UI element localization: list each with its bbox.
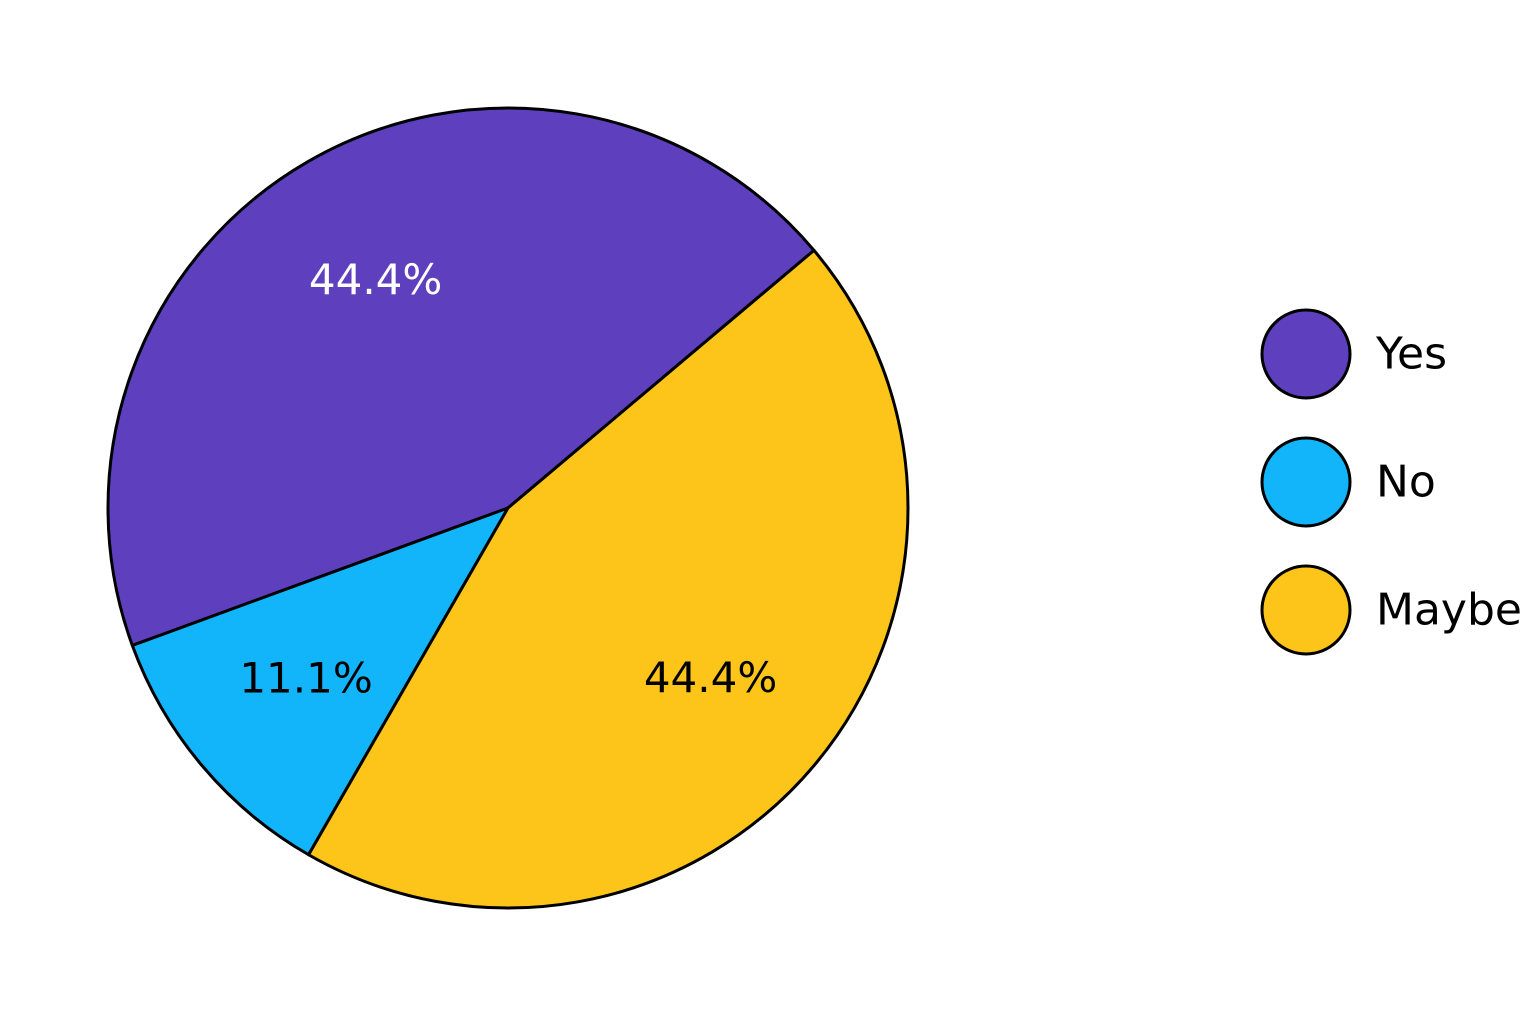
pie-slice-label-yes: 44.4% <box>309 255 442 304</box>
pie-slice-labels: 44.4% 11.1% 44.4% <box>239 255 777 702</box>
pie-slice-label-maybe: 44.4% <box>644 653 777 702</box>
chart-legend: Yes No Maybe <box>1260 308 1522 656</box>
legend-swatch-maybe <box>1260 564 1352 656</box>
legend-swatch-yes <box>1260 308 1352 400</box>
legend-label-maybe: Maybe <box>1376 585 1522 636</box>
pie-slice-yes <box>106 106 816 647</box>
legend-label-no: No <box>1376 457 1436 508</box>
pie-slice-maybe <box>307 248 910 910</box>
pie-slice-label-no: 11.1% <box>239 654 372 703</box>
pie-slice-no <box>130 506 510 857</box>
legend-swatch-no <box>1260 436 1352 528</box>
pie-slices <box>106 106 910 910</box>
legend-label-yes: Yes <box>1375 329 1447 380</box>
